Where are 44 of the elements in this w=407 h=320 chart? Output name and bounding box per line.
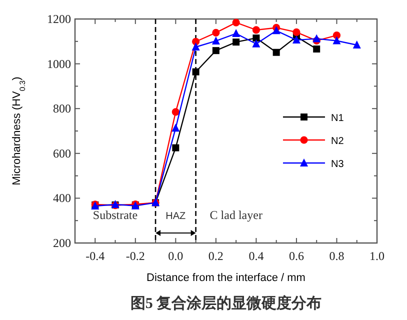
point (172, 124, 180, 132)
annotation: C lad layer (210, 208, 262, 222)
x-tick-label: 0.8 (329, 249, 344, 263)
point (212, 36, 220, 44)
x-tick-label: 0.6 (288, 249, 304, 263)
point (332, 36, 341, 44)
y-tick-label: 600 (53, 146, 71, 160)
annotation: Substrate (92, 208, 138, 222)
x-tick-label: 0.2 (208, 249, 224, 263)
point (172, 108, 180, 116)
point (232, 18, 240, 26)
point (313, 46, 320, 53)
x-axis-title: Distance from the interface / mm (146, 272, 306, 284)
point (272, 48, 280, 56)
y-tick-label: 200 (53, 236, 71, 250)
x-tick-label: 0.4 (248, 249, 264, 263)
caption: 图5 复合涂层的显微硬度分布 (130, 294, 322, 312)
point (252, 34, 260, 42)
point (232, 38, 240, 46)
legend-label: N2 (331, 136, 344, 147)
point (232, 29, 240, 38)
point (252, 39, 260, 48)
y-tick-label: 1200 (47, 12, 71, 26)
x-tick-label: -0.2 (126, 249, 145, 263)
point (312, 34, 321, 42)
y-tick-label: 400 (53, 191, 71, 206)
legend-label: N1 (331, 113, 344, 124)
annotation: HAZ (166, 211, 186, 222)
point (212, 28, 220, 36)
point (352, 40, 361, 48)
point (252, 26, 260, 34)
x-tick-label: 0.0 (168, 249, 184, 263)
point (292, 28, 300, 36)
point (192, 42, 200, 50)
x-tick-label: -0.4 (86, 249, 105, 263)
point (212, 47, 220, 54)
point (292, 36, 300, 44)
x-tick-label: 1.0 (370, 249, 384, 263)
legend-label: N3 (331, 159, 344, 170)
y-tick-label: 800 (53, 102, 71, 116)
point (192, 68, 200, 76)
point (272, 26, 280, 34)
point (172, 144, 180, 152)
y-tick-label: 1000 (47, 56, 71, 71)
